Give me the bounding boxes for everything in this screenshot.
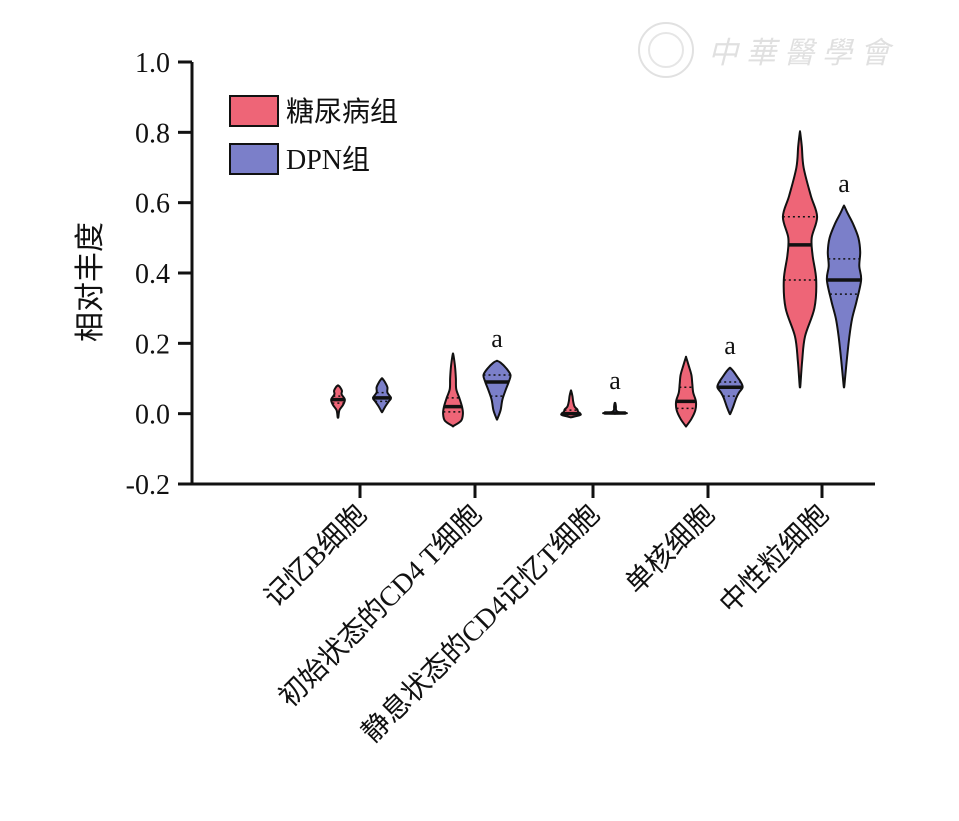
watermark: 中華醫學會 bbox=[638, 20, 898, 80]
legend-swatch-dpn bbox=[229, 143, 279, 175]
x-tick-label: 单核细胞 bbox=[619, 498, 721, 600]
legend-label-diabetes: 糖尿病组 bbox=[286, 96, 398, 128]
legend-swatch-diabetes bbox=[229, 95, 279, 127]
society-seal-icon bbox=[638, 22, 694, 78]
significance-label: a bbox=[838, 169, 850, 198]
x-tick-label: 记忆B细胞 bbox=[258, 498, 373, 613]
significance-label: a bbox=[491, 324, 503, 353]
y-axis-label: 相对丰度 bbox=[74, 222, 107, 342]
violin-diabetes bbox=[781, 130, 819, 389]
watermark-text: 中華醫學會 bbox=[708, 36, 898, 71]
legend-label-dpn: DPN组 bbox=[286, 144, 370, 176]
violin-dpn bbox=[482, 359, 512, 421]
significance-label: a bbox=[724, 331, 736, 360]
x-tick-label: 中性粒细胞 bbox=[713, 498, 835, 620]
violin-dpn bbox=[825, 204, 863, 389]
violin-dpn bbox=[371, 377, 393, 414]
violin-diabetes bbox=[330, 384, 346, 419]
x-tick-label: 初始状态的CD4 T细胞 bbox=[273, 498, 488, 713]
y-tick-label: 0.2 bbox=[135, 329, 170, 360]
x-tick-label: 静息状态的CD4记忆T细胞 bbox=[356, 498, 606, 748]
y-tick-label: 1.0 bbox=[135, 48, 170, 79]
significance-label: a bbox=[609, 366, 621, 395]
y-tick-label: -0.2 bbox=[126, 470, 170, 501]
y-tick-label: 0.0 bbox=[135, 400, 170, 431]
violin-diabetes bbox=[442, 352, 464, 428]
violin-dpn bbox=[716, 366, 744, 416]
violin-dpn bbox=[602, 401, 628, 415]
y-tick-label: 0.4 bbox=[135, 259, 170, 290]
y-tick-label: 0.6 bbox=[135, 189, 170, 220]
y-tick-label: 0.8 bbox=[135, 118, 170, 149]
violin-diabetes bbox=[674, 355, 698, 428]
